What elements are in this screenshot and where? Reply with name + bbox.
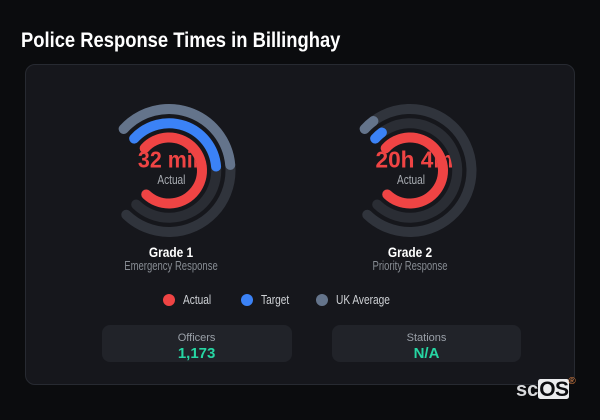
svg-text:Actual: Actual [157, 172, 185, 187]
svg-text:Actual: Actual [397, 172, 425, 187]
